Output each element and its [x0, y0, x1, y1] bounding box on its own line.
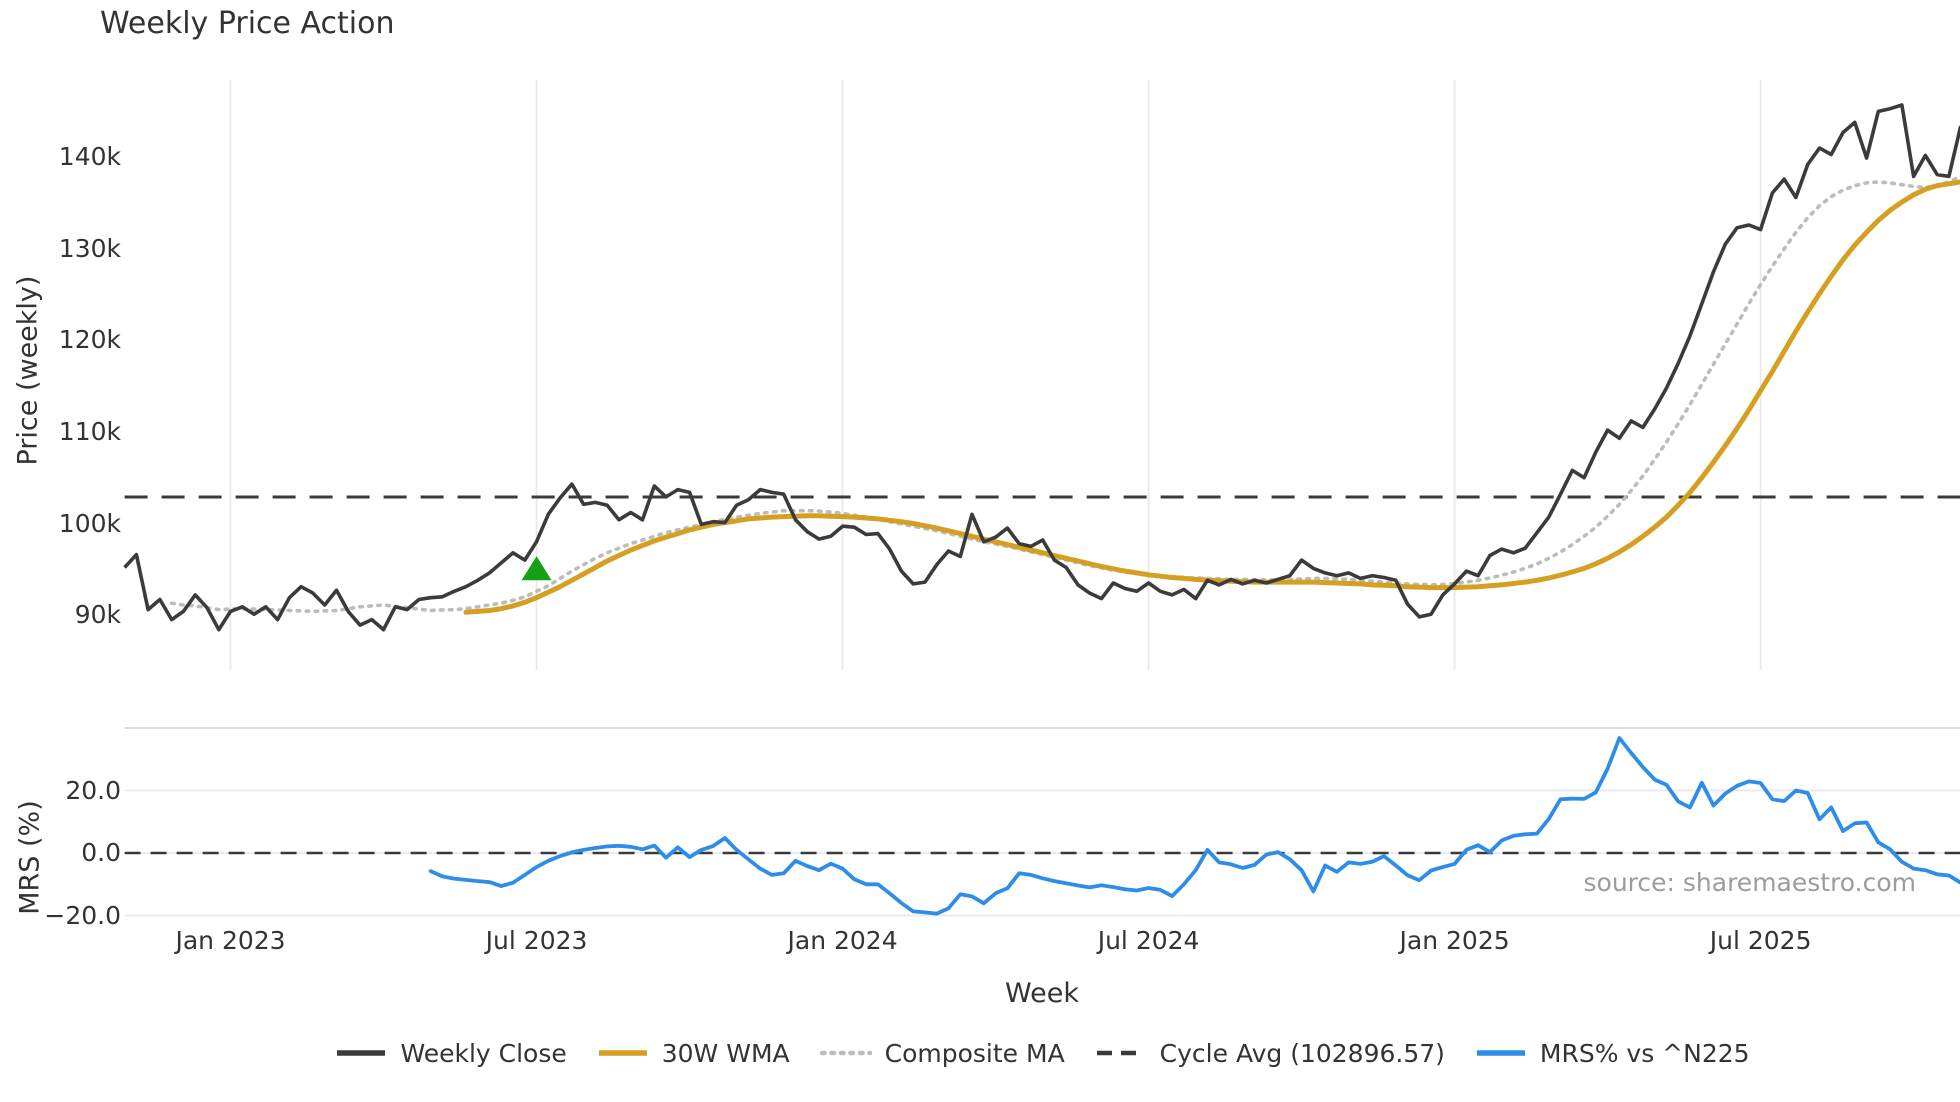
price-ytick-130k: 130k: [58, 233, 121, 263]
xtick-Jul-2023: Jul 2023: [485, 926, 588, 955]
legend-label: 30W WMA: [661, 1038, 790, 1068]
legend-label: MRS% vs ^N225: [1539, 1038, 1750, 1068]
mrs-ytick-0: 0.0: [81, 838, 121, 867]
price-ytick-90k: 90k: [74, 600, 121, 630]
page-title: Weekly Price Action: [100, 6, 395, 41]
xtick-Jan-2025: Jan 2025: [1399, 926, 1510, 955]
xtick-Jan-2023: Jan 2023: [175, 926, 286, 955]
legend: Weekly Close 30W WMA Composite MA Cycle Avg…: [125, 1034, 1960, 1072]
signal-triangle-marker: [521, 556, 552, 581]
legend-label: Weekly Close: [400, 1038, 567, 1068]
weekly-close-line: [123, 103, 1960, 632]
legend-item-mrs-vs-n225: MRS% vs ^N225: [1475, 1039, 1750, 1068]
mrs-ytick-20: 20.0: [65, 775, 121, 805]
legend-label: Cycle Avg (102896.57): [1159, 1038, 1445, 1068]
price-ytick-120k: 120k: [58, 325, 121, 355]
x-axis-label: Week: [1005, 978, 1079, 1009]
mrs-ytick--20: −20.0: [44, 900, 121, 930]
xtick-Jul-2025: Jul 2025: [1709, 926, 1812, 955]
price-ytick-110k: 110k: [58, 416, 121, 446]
mrs-line: [428, 736, 1960, 916]
xtick-Jan-2024: Jan 2024: [787, 926, 898, 955]
wma-line: [463, 179, 1960, 615]
legend-swatch: [819, 1050, 872, 1056]
source-note: source: sharemaestro.com: [1583, 868, 1917, 897]
legend-swatch: [598, 1050, 647, 1056]
legend-label: Composite MA: [884, 1038, 1065, 1068]
legend-swatch: [337, 1050, 386, 1056]
legend-swatch: [1096, 1050, 1145, 1056]
legend-item-composite-ma: Composite MA: [819, 1038, 1065, 1068]
xtick-Jul-2024: Jul 2024: [1097, 926, 1200, 955]
price-ytick-140k: 140k: [58, 142, 121, 172]
composite-ma-line: [169, 174, 1960, 614]
legend-swatch: [1476, 1050, 1525, 1056]
legend-item-30w-wma: 30W WMA: [597, 1039, 790, 1068]
legend-item-weekly-close: Weekly Close: [335, 1038, 567, 1068]
price-ytick-100k: 100k: [58, 508, 121, 538]
legend-item-cycle-avg-102896-57-: Cycle Avg (102896.57): [1095, 1039, 1445, 1068]
